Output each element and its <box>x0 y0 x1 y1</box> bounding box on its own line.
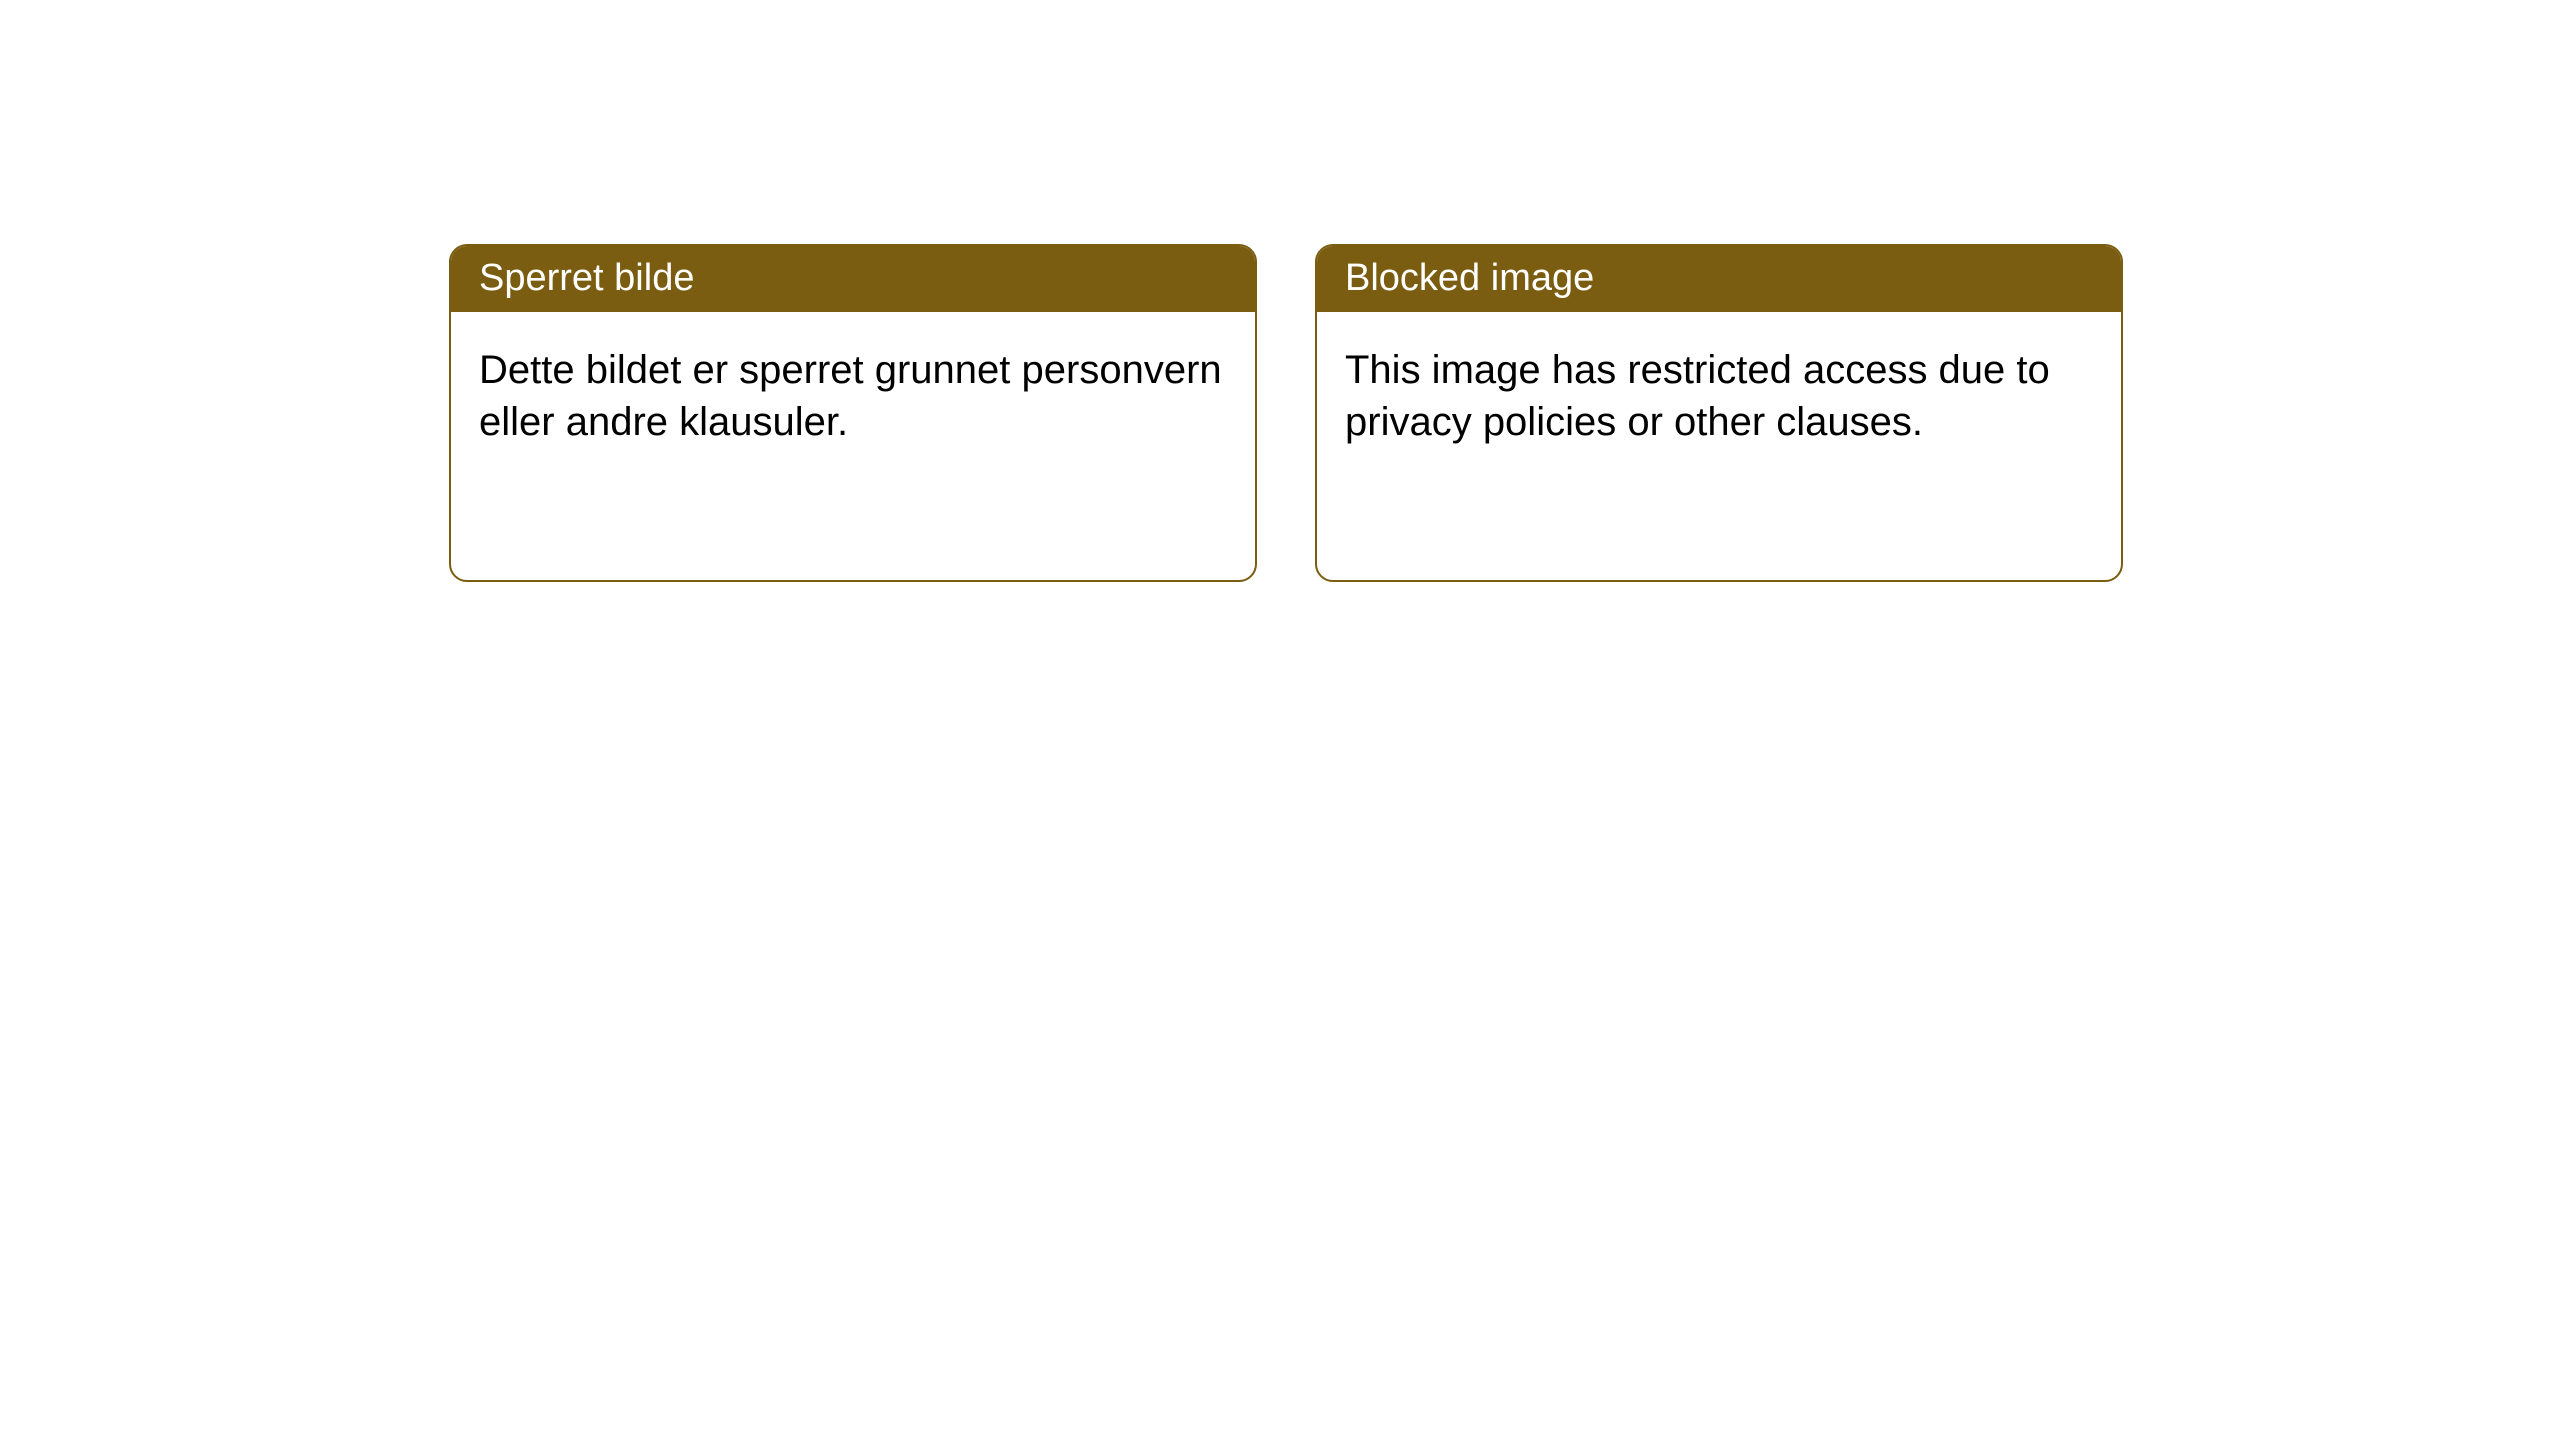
notice-header: Blocked image <box>1317 246 2121 312</box>
notice-message: Dette bildet er sperret grunnet personve… <box>479 348 1222 444</box>
notice-title: Blocked image <box>1345 257 1594 299</box>
notice-title: Sperret bilde <box>479 257 694 299</box>
notice-header: Sperret bilde <box>451 246 1255 312</box>
notice-message: This image has restricted access due to … <box>1345 348 2050 444</box>
notice-body: This image has restricted access due to … <box>1317 312 2121 480</box>
notice-card-norwegian: Sperret bilde Dette bildet er sperret gr… <box>449 244 1257 582</box>
notice-card-english: Blocked image This image has restricted … <box>1315 244 2123 582</box>
notice-body: Dette bildet er sperret grunnet personve… <box>451 312 1255 480</box>
notice-container: Sperret bilde Dette bildet er sperret gr… <box>0 0 2560 582</box>
